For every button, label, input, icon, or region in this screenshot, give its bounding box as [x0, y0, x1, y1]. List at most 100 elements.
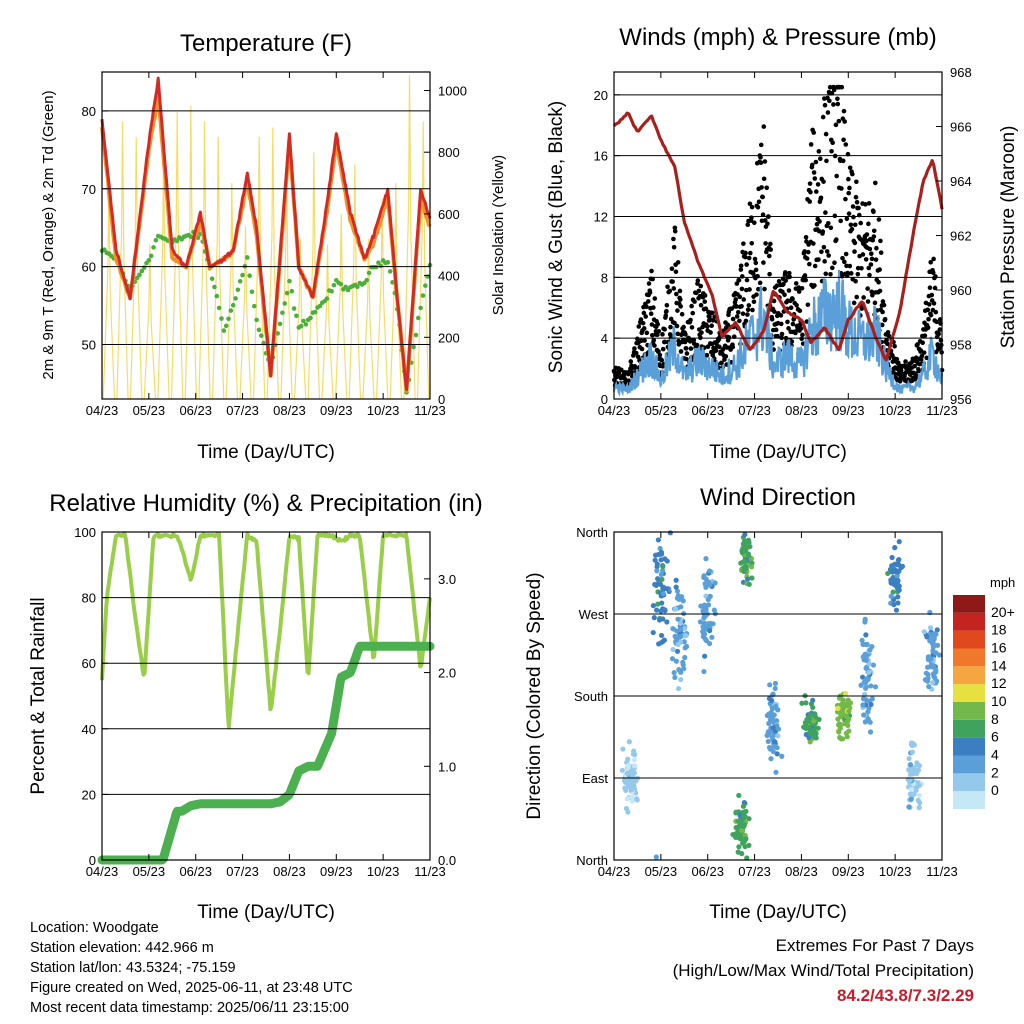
gust-point [920, 340, 925, 346]
gust-point [818, 195, 824, 201]
direction-point [703, 556, 709, 562]
gust-point [824, 158, 829, 164]
direction-point [625, 765, 631, 771]
gust-point [850, 171, 855, 177]
gust-point [926, 302, 932, 307]
gust-point [659, 357, 665, 363]
direction-point [625, 781, 631, 787]
direction-point [810, 697, 816, 703]
gust-point [702, 293, 708, 298]
direction-point [860, 702, 866, 708]
gust-point [797, 308, 803, 314]
direction-point [624, 796, 630, 802]
gust-point [847, 165, 853, 171]
direction-point [660, 616, 666, 622]
gust-point [853, 194, 859, 200]
gust-point [745, 222, 751, 228]
direction-point [701, 606, 707, 612]
direction-point [619, 767, 625, 773]
direction-point [736, 835, 743, 841]
extremes-block: Extremes For Past 7 Days (High/Low/Max W… [673, 933, 974, 1008]
gust-point [913, 355, 919, 361]
gust-point [846, 176, 851, 182]
gust-point [744, 262, 749, 267]
y-right-tick-label: 3.0 [438, 572, 456, 587]
direction-point [749, 575, 755, 581]
extremes-heading: Extremes For Past 7 Days [775, 936, 974, 955]
direction-point [924, 678, 931, 684]
y-tick-label: North [576, 525, 608, 540]
direction-point [896, 568, 902, 574]
x-tick-label: 08/23 [785, 403, 818, 418]
gust-point [816, 228, 822, 234]
direction-point [838, 712, 844, 718]
gust-point [684, 356, 689, 362]
colorbar-swatch [953, 702, 985, 720]
dewpoint-point [188, 234, 194, 240]
gust-point [793, 281, 799, 286]
direction-point [673, 638, 679, 644]
gust-point [852, 240, 858, 246]
y-tick-label: 70 [82, 182, 96, 197]
direction-point [934, 642, 941, 648]
winds-y-right-label: Station Pressure (Maroon) [998, 126, 1019, 349]
direction-point [741, 567, 747, 573]
dewpoint-point [174, 238, 180, 244]
gust-point [851, 214, 856, 220]
dewpoint-point [317, 303, 323, 309]
winds-marks [611, 84, 945, 398]
gust-point [870, 292, 875, 298]
gust-point [843, 142, 849, 147]
x-tick-label: 10/23 [879, 403, 912, 418]
gust-point [829, 148, 834, 154]
dewpoint-point [312, 309, 318, 315]
direction-point [655, 576, 661, 582]
direction-point [664, 619, 670, 625]
gust-point [739, 303, 744, 309]
direction-point [766, 744, 773, 751]
gust-point [866, 221, 871, 227]
direction-point [702, 653, 708, 659]
gust-point [669, 266, 675, 272]
gust-point [768, 241, 773, 247]
direction-point [703, 584, 709, 590]
gust-point [876, 279, 881, 285]
direction-point [658, 557, 664, 563]
direction-point [861, 657, 867, 663]
x-tick-label: 08/23 [273, 403, 306, 418]
y-right-tick-label: 958 [950, 338, 972, 353]
gust-point [710, 310, 715, 316]
direction-point [623, 787, 629, 794]
direction-point [664, 586, 670, 592]
y-tick-label: 100 [74, 525, 96, 540]
gust-point [640, 320, 646, 326]
gust-point [934, 319, 939, 325]
gust-point [749, 240, 755, 246]
gust-point [936, 331, 942, 337]
gust-point [782, 270, 788, 275]
direction-point [707, 593, 713, 600]
gust-point [704, 324, 710, 329]
dewpoint-point [209, 276, 215, 282]
direction-point [773, 769, 779, 775]
x-tick-label: 07/23 [226, 403, 259, 418]
gust-point [655, 321, 661, 327]
gust-point [830, 265, 835, 271]
dewpoint-point [146, 257, 152, 263]
direction-point [742, 559, 748, 565]
gust-point [827, 98, 832, 104]
gust-point [809, 162, 815, 168]
direction-point [733, 824, 739, 831]
y-tick-label: 16 [594, 149, 608, 164]
gust-point [776, 278, 782, 284]
x-tick-label: 09/23 [832, 864, 865, 879]
dewpoint-point [249, 289, 255, 295]
dewpoint-point [385, 260, 391, 265]
direction-point [660, 563, 666, 570]
gust-point [655, 332, 660, 338]
direction-point [835, 705, 841, 711]
gust-point [675, 331, 681, 337]
dewpoint-point [338, 281, 344, 287]
dewpoint-point [329, 288, 334, 294]
gust-point [643, 314, 649, 319]
